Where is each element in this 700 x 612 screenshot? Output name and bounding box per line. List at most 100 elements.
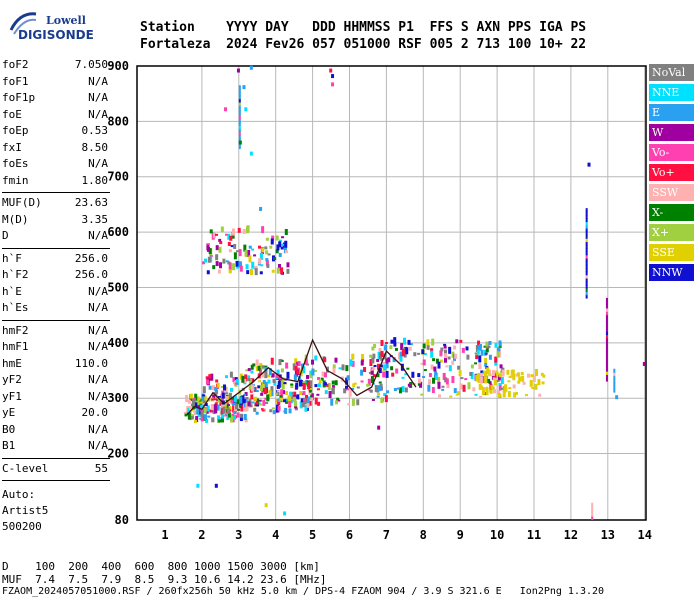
echo-mark — [212, 385, 216, 391]
echo-mark — [206, 243, 210, 246]
echo-mark — [475, 374, 479, 382]
echo-mark — [264, 246, 268, 250]
echo-mark — [210, 404, 214, 411]
echo-mark — [443, 357, 447, 363]
echo-mark — [480, 373, 484, 377]
echo-mark — [212, 232, 216, 238]
echo-mark — [537, 379, 541, 386]
echo-mark — [377, 392, 381, 395]
param-value: 256.0 — [74, 251, 108, 265]
echo-mark — [434, 373, 438, 381]
echo-mark — [487, 378, 491, 383]
echo-mark — [203, 408, 207, 414]
echo-mark — [233, 410, 237, 415]
param-name: foEp — [2, 124, 29, 137]
echo-mark — [233, 395, 237, 403]
streak-mark — [605, 311, 608, 316]
echo-mark — [476, 349, 480, 355]
echo-mark — [337, 399, 341, 402]
echo-mark — [215, 389, 219, 394]
echo-mark — [224, 414, 228, 417]
echo-mark — [459, 339, 463, 343]
echo-mark — [235, 260, 239, 267]
echo-mark — [278, 241, 282, 248]
param-row-g4-7: B1 N/A — [2, 439, 108, 455]
echo-mark — [229, 235, 233, 241]
echo-mark — [495, 370, 499, 374]
digisonde-logo: Lowell DIGISONDE — [6, 6, 94, 46]
echo-mark — [317, 377, 321, 381]
echo-mark — [293, 394, 297, 398]
streak-mark — [605, 331, 608, 336]
sparse-point — [249, 65, 253, 70]
echo-mark — [276, 267, 280, 274]
echo-mark — [484, 352, 488, 355]
echo-mark — [212, 265, 216, 270]
y-tick-label: 600 — [107, 225, 129, 239]
echo-mark — [260, 392, 264, 396]
echo-mark — [311, 359, 315, 365]
echo-mark — [226, 416, 230, 420]
echo-mark — [497, 347, 501, 352]
echo-mark — [444, 349, 448, 356]
echo-mark — [405, 347, 409, 355]
streak-mark — [605, 364, 608, 369]
echo-mark — [255, 404, 259, 407]
streak-mark — [238, 135, 241, 140]
echo-mark — [234, 377, 238, 381]
echo-mark — [232, 263, 236, 271]
echo-mark — [316, 388, 320, 391]
echo-mark — [261, 408, 265, 411]
echo-mark — [316, 393, 320, 396]
param-name: fmin — [2, 173, 29, 187]
streak-mark — [585, 274, 588, 279]
echo-mark — [331, 385, 335, 389]
echo-mark — [302, 366, 306, 374]
streak-mark — [605, 304, 608, 309]
echo-mark — [236, 412, 240, 418]
echo-mark — [250, 370, 254, 374]
echo-mark — [188, 399, 192, 404]
echo-mark — [285, 362, 289, 369]
echo-mark — [215, 254, 219, 261]
param-row-g4-6: B0 N/A — [2, 423, 108, 439]
echo-mark — [194, 402, 198, 407]
y-tick-label: 200 — [107, 447, 129, 461]
sparse-point — [214, 483, 218, 488]
sparse-point — [264, 503, 268, 508]
echo-mark — [487, 369, 491, 375]
streak-mark — [238, 131, 241, 136]
echo-mark — [200, 415, 204, 422]
echo-mark — [478, 363, 482, 370]
echo-mark — [455, 393, 459, 396]
echo-mark — [215, 379, 219, 383]
echo-mark — [439, 359, 443, 363]
legend-item-e: E — [649, 104, 694, 121]
echo-mark — [507, 380, 511, 383]
echo-mark — [247, 378, 251, 382]
echo-mark — [353, 382, 357, 385]
legend-item-ssw: SSW — [649, 184, 694, 201]
echo-mark — [518, 376, 522, 382]
echo-mark — [218, 238, 222, 242]
echo-mark — [399, 351, 403, 357]
echo-mark — [259, 385, 263, 392]
streak-mark — [591, 502, 594, 507]
echo-mark — [197, 397, 201, 401]
echo-mark — [211, 398, 215, 401]
echo-mark — [261, 247, 265, 253]
param-name: hmF1 — [2, 340, 29, 353]
echo-mark — [304, 404, 308, 412]
echo-mark — [395, 368, 399, 374]
echo-mark — [494, 342, 498, 348]
echo-mark — [383, 364, 387, 371]
param-row-clevel-0: C-level 55 — [2, 462, 108, 478]
header-labels: Station YYYY DAY DDD HHMMSS P1 FFS S AXN… — [140, 20, 587, 35]
echo-mark — [475, 355, 479, 360]
echo-mark — [223, 384, 227, 391]
param-name: foF1 — [2, 74, 29, 88]
echo-mark — [220, 386, 224, 389]
echo-mark — [267, 379, 271, 384]
echo-mark — [383, 392, 387, 396]
echo-mark — [257, 245, 261, 249]
